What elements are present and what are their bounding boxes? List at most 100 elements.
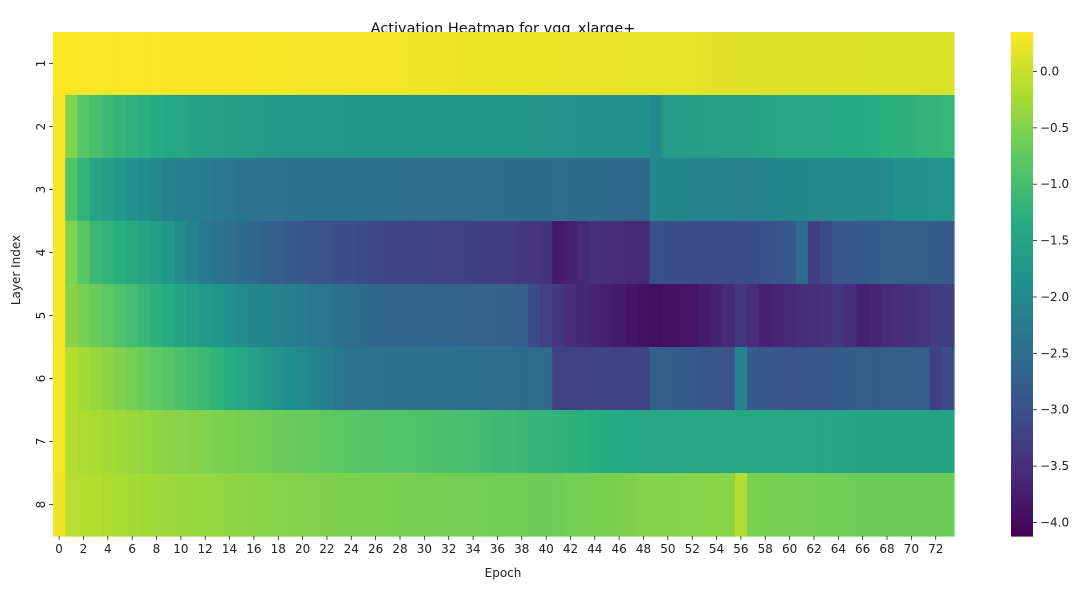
heatmap-cell [588,473,602,537]
heatmap-cell [174,473,188,537]
heatmap-cell [89,410,103,474]
heatmap-cell [613,347,626,411]
heatmap-cell [284,32,298,96]
colorbar: 0.0 −0.5 −1.0 −1.5 −2.0 −2.5 −3.0 −3.5 −4.0 [1011,32,1069,537]
heatmap-cell [272,95,285,159]
heatmap-cell [503,410,517,474]
heatmap-cell [686,410,699,474]
heatmap-cell [65,284,78,348]
colorbar-band [1011,233,1033,239]
colorbar-band [1011,74,1033,79]
colorbar-tick-label: −2.0 [1040,290,1069,304]
x-tick-label: 72 [928,542,943,556]
heatmap-cell [77,284,91,348]
heatmap-cell [905,158,919,222]
heatmap-cell [747,158,760,222]
heatmap-cell [759,158,772,222]
heatmap-cell [893,284,906,348]
heatmap-cell [710,95,724,159]
colorbar-band [1011,141,1033,146]
x-tick-label: 68 [879,542,894,556]
heatmap-cell [613,95,626,159]
heatmap-cell [333,410,346,474]
colorbar-band [1011,179,1033,184]
heatmap-cell [771,95,785,159]
heatmap-cell [357,473,371,537]
colorbar-band [1011,313,1033,319]
heatmap-cell [807,221,821,285]
heatmap-cell [747,410,760,474]
heatmap-cell [771,347,785,411]
x-axis-label: Epoch [485,566,522,580]
heatmap-cell [807,95,821,159]
heatmap-cell [393,32,407,96]
heatmap-cell [759,284,772,348]
heatmap-cell [564,221,578,285]
heatmap-cell [783,473,797,537]
heatmap-cell [418,410,432,474]
heatmap-cell [479,158,492,222]
heatmap-cell [89,95,103,159]
heatmap-cell [65,347,78,411]
heatmap-cell [442,158,456,222]
heatmap-cell [77,473,91,537]
heatmap-cell [186,347,200,411]
heatmap-cell [856,32,870,96]
heatmap-cell [369,158,383,222]
heatmap-cell [479,473,492,537]
heatmap-cell [308,473,322,537]
heatmap-cell [77,158,91,222]
heatmap-cell [832,473,846,537]
heatmap-cell [491,473,505,537]
colorbar-band [1011,99,1033,104]
colorbar-band [1011,284,1033,289]
x-tick-label: 12 [198,542,213,556]
colorbar-band [1011,531,1033,537]
heatmap-cell [552,284,565,348]
heatmap-cell [284,410,298,474]
heatmap-cell [807,347,821,411]
heatmap-cell [138,284,152,348]
x-tick-label: 46 [612,542,627,556]
heatmap-cell [625,158,639,222]
heatmap-cell [600,95,614,159]
heatmap-cell [759,95,772,159]
heatmap-cell [759,410,772,474]
heatmap-cell [199,32,212,96]
heatmap-cell [832,158,846,222]
heatmap-cell [661,284,675,348]
heatmap-cell [783,347,797,411]
heatmap-cell [625,347,639,411]
heatmap-cell [637,221,651,285]
heatmap-cell [552,473,565,537]
heatmap-cell [259,347,273,411]
heatmap-cell [747,95,760,159]
colorbar-band [1011,32,1033,37]
heatmap-cell [235,347,249,411]
heatmap-cell [795,284,809,348]
heatmap-cell [186,221,200,285]
heatmap-cell [625,32,639,96]
heatmap-cell [771,32,785,96]
heatmap-cell [783,410,797,474]
colorbar-band [1011,258,1033,264]
heatmap-cell [174,158,188,222]
heatmap-cell [199,221,212,285]
colorbar-band [1011,523,1033,529]
heatmap-cell [637,158,651,222]
colorbar-band [1011,107,1033,113]
heatmap-cell [552,158,565,222]
heatmap-cell [503,284,517,348]
heatmap-cell [893,158,906,222]
heatmap-cell [759,32,772,96]
heatmap-cell [138,221,152,285]
heatmap-cell [174,95,188,159]
heatmap-cell [515,221,529,285]
heatmap-cell [101,95,115,159]
heatmap-cell [113,473,127,537]
colorbar-band [1011,468,1033,474]
colorbar-band [1011,330,1033,335]
heatmap-cell [466,284,480,348]
colorbar-band [1011,405,1033,411]
x-tick-label: 60 [782,542,797,556]
